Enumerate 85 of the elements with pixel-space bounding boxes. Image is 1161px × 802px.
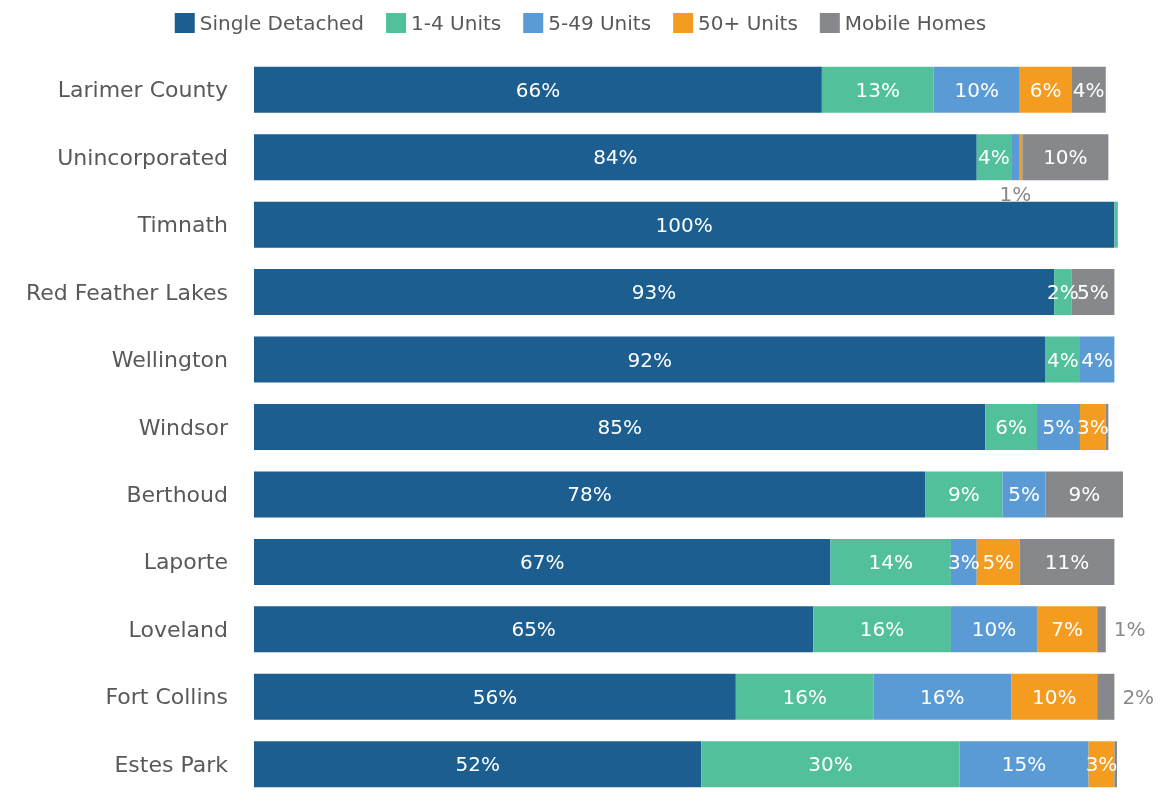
data-label: 1% (999, 182, 1032, 207)
data-label: 14% (868, 549, 913, 574)
data-label: 93% (631, 280, 677, 305)
bar (254, 471, 926, 518)
data-label: 13% (855, 77, 901, 102)
y-tick-label: Fort Collins (105, 684, 228, 710)
data-label: 92% (627, 347, 673, 372)
bar (830, 538, 951, 585)
data-label: 10% (1031, 684, 1077, 709)
data-label: 5% (1008, 482, 1040, 507)
data-label: 2% (1122, 684, 1155, 709)
data-label: 10% (954, 77, 999, 102)
bar (925, 471, 1003, 518)
bar (1011, 134, 1020, 181)
data-label: 78% (567, 482, 612, 507)
bar (1019, 538, 1115, 585)
bar (254, 66, 822, 113)
y-tick-label: Windsor (138, 414, 229, 440)
bar (873, 673, 1012, 720)
bar (254, 404, 986, 450)
legend-label: Single Detached (199, 11, 365, 35)
bar (985, 404, 1037, 450)
y-tick-label: Unincorporated (57, 144, 228, 170)
data-label: 52% (455, 752, 500, 777)
data-label: 16% (782, 684, 827, 709)
legend-label: Mobile Homes (844, 11, 987, 35)
data-label: 66% (515, 77, 561, 102)
data-label: 6% (1029, 77, 1062, 102)
data-label: 84% (593, 145, 638, 170)
data-label: 9% (947, 482, 980, 507)
data-label: 5% (1042, 415, 1075, 439)
bar (254, 134, 977, 181)
bar (959, 741, 1089, 788)
data-label: 16% (920, 684, 965, 709)
y-tick-label: Larimer County (57, 77, 228, 103)
data-label: 10% (971, 617, 1017, 642)
data-label: 6% (995, 415, 1028, 439)
data-label: 5% (982, 549, 1015, 574)
data-label: 85% (597, 415, 642, 439)
data-label: 9% (1068, 482, 1101, 507)
data-label: 7% (1051, 617, 1083, 642)
bar (254, 201, 1115, 248)
data-label: 4% (1072, 77, 1105, 102)
y-tick-label: Wellington (111, 347, 228, 373)
data-label: 56% (472, 684, 518, 709)
bar (735, 673, 874, 720)
bar (1097, 673, 1115, 720)
bar (254, 673, 736, 720)
legend-label: 5-49 Units (548, 11, 652, 35)
y-tick-label: Timnath (136, 212, 228, 238)
data-label: 10% (1043, 145, 1088, 170)
data-label: 4% (1081, 347, 1114, 372)
bar (950, 606, 1037, 653)
data-label: 5% (1077, 280, 1109, 305)
bar (254, 336, 1046, 383)
bar (1045, 471, 1123, 518)
y-tick-label: Red Feather Lakes (25, 279, 228, 305)
y-tick-label: Loveland (128, 616, 228, 642)
bar (254, 606, 814, 653)
data-label: 15% (1001, 752, 1047, 777)
y-tick-label: Laporte (143, 549, 228, 575)
bar (821, 66, 934, 113)
bar (701, 741, 960, 788)
data-label: 4% (1046, 347, 1079, 372)
data-label: 65% (511, 617, 556, 642)
bar (933, 66, 1020, 113)
bar (254, 741, 702, 788)
data-label: 1% (1113, 617, 1146, 642)
bar (1022, 134, 1109, 181)
bar (813, 606, 951, 653)
bar (1036, 606, 1098, 653)
y-tick-label: Estes Park (114, 751, 229, 777)
data-label: 100% (655, 212, 713, 237)
data-label: 4% (978, 145, 1010, 170)
y-tick-label: Berthoud (126, 481, 228, 507)
data-label: 16% (859, 617, 905, 642)
bar (254, 538, 831, 585)
bar (1097, 606, 1106, 653)
bar (1114, 201, 1118, 248)
legend-label: 50+ Units (698, 11, 798, 35)
data-label: 67% (520, 549, 565, 574)
data-label: 30% (808, 752, 853, 777)
data-label: 11% (1044, 549, 1090, 574)
legend-label: 1-4 Units (411, 11, 502, 35)
bar (1011, 673, 1098, 720)
